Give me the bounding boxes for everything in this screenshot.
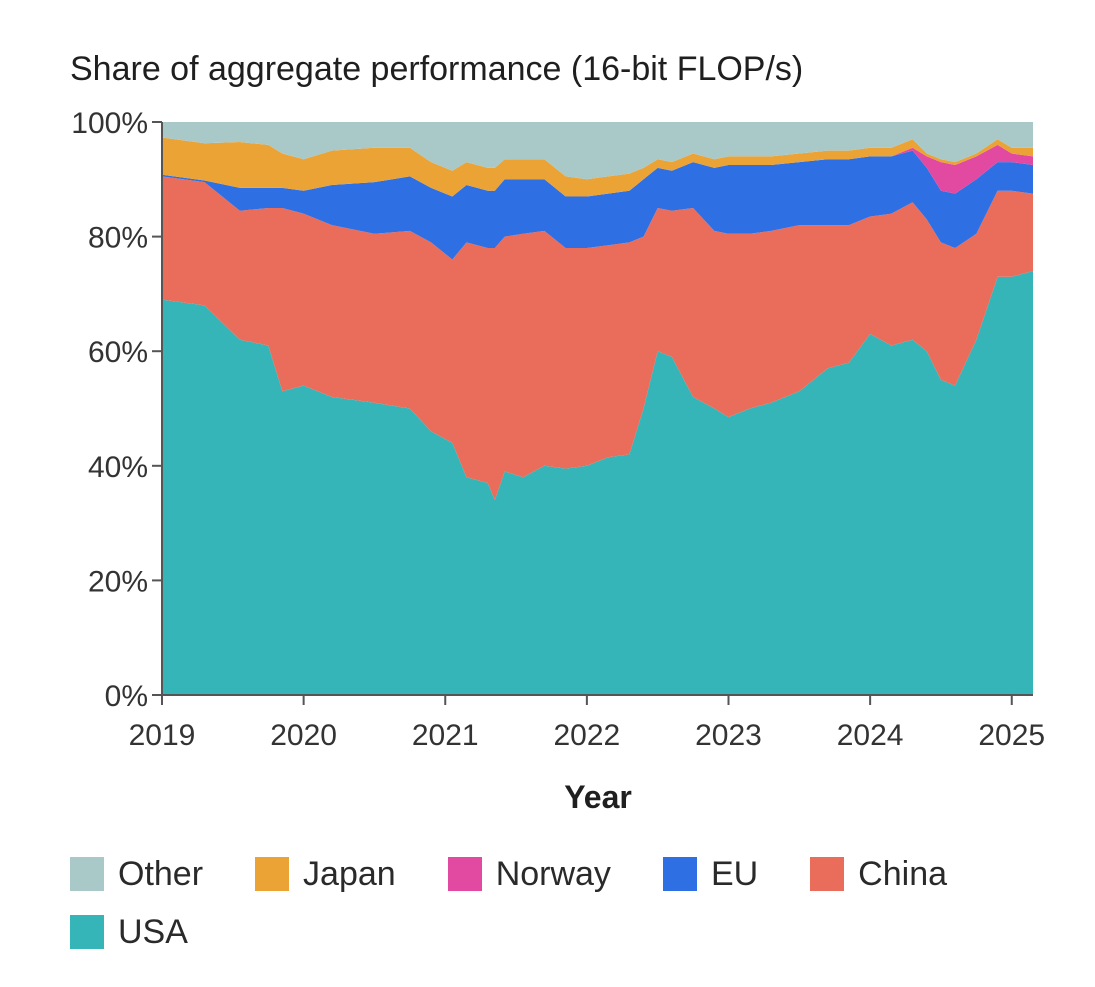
legend-swatch-other bbox=[70, 857, 104, 891]
legend-row-1: Other Japan Norway EU China bbox=[70, 850, 1070, 898]
area-other bbox=[162, 122, 1033, 180]
y-tick-label: 0% bbox=[105, 680, 148, 713]
legend-label-japan: Japan bbox=[303, 854, 396, 893]
x-tick-label: 2020 bbox=[270, 719, 337, 752]
area-norway bbox=[162, 144, 1033, 197]
x-tick-label: 2021 bbox=[412, 719, 479, 752]
legend-label-china: China bbox=[858, 854, 948, 893]
legend-swatch-japan bbox=[255, 857, 290, 891]
y-tick-label: 20% bbox=[88, 565, 148, 598]
legend-label-norway: Norway bbox=[495, 854, 611, 893]
legend-label-eu: EU bbox=[710, 854, 759, 893]
legend-label-other: Other bbox=[118, 854, 204, 893]
legend-swatch-china bbox=[810, 857, 845, 891]
legend-label-usa: USA bbox=[118, 912, 188, 951]
legend-swatch-usa bbox=[70, 915, 104, 949]
x-tick-label: 2019 bbox=[129, 719, 196, 752]
legend-item-usa: USA bbox=[70, 913, 188, 952]
axes: 0% 20% 40% 60% 80% 100% 2019 2020 2021 2022 2023 20… bbox=[71, 107, 1045, 752]
x-tick-label: 2022 bbox=[554, 719, 621, 752]
legend-swatch-eu bbox=[662, 857, 697, 891]
y-tick-label: 80% bbox=[88, 222, 148, 255]
legend-item-norway: Norway bbox=[447, 854, 611, 894]
x-axis-label: Year bbox=[564, 779, 632, 815]
legend-item-japan: Japan bbox=[255, 855, 396, 894]
legend-row-2: USA bbox=[70, 908, 1070, 956]
area-china bbox=[162, 176, 1033, 501]
legend-item-china: China bbox=[810, 855, 947, 894]
legend-item-other: Other bbox=[70, 855, 203, 894]
y-tick-label: 100% bbox=[71, 107, 148, 140]
y-tick-label: 40% bbox=[88, 451, 148, 484]
area-eu bbox=[162, 150, 1033, 260]
chart-title: Share of aggregate performance (16-bit F… bbox=[70, 50, 803, 88]
area-japan bbox=[162, 137, 1033, 197]
legend-item-eu: EU bbox=[662, 854, 759, 894]
x-tick-label: 2024 bbox=[837, 719, 904, 752]
legend: Other Japan Norway EU China USA bbox=[70, 850, 1070, 966]
y-tick-label: 60% bbox=[88, 336, 148, 369]
x-tick-label: 2023 bbox=[695, 719, 762, 752]
area-usa bbox=[162, 270, 1033, 695]
area-layers bbox=[162, 122, 1033, 695]
x-tick-label: 2025 bbox=[978, 719, 1045, 752]
legend-swatch-norway bbox=[447, 857, 482, 891]
